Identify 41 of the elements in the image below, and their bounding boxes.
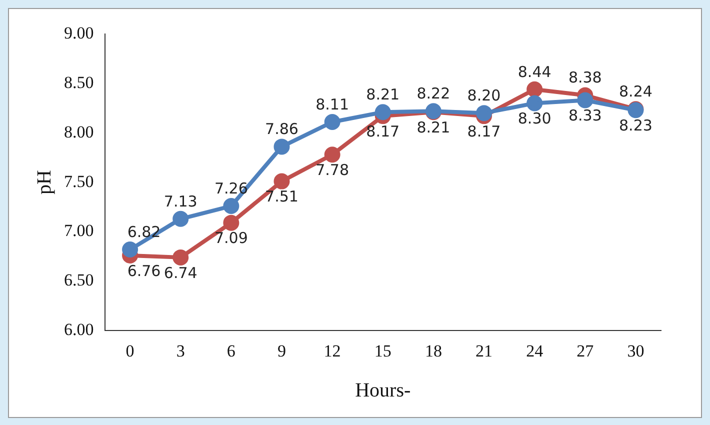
x-axis-title: Hours- <box>355 379 411 402</box>
data-label: 8.11 <box>316 95 350 114</box>
data-label: 8.23 <box>619 116 652 135</box>
data-label: 7.51 <box>265 188 298 206</box>
x-tick-label: 6 <box>226 341 236 360</box>
data-label: 6.82 <box>127 222 161 241</box>
x-tick-label: 15 <box>374 341 392 360</box>
data-label: 8.20 <box>467 86 501 104</box>
data-label: 6.74 <box>164 264 198 282</box>
x-tick-label: 0 <box>126 341 134 360</box>
y-tick-label: 6.50 <box>64 270 94 290</box>
data-label: 8.38 <box>568 68 602 87</box>
y-tick-label: 6.00 <box>64 320 94 340</box>
x-tick-label: 18 <box>424 341 442 360</box>
data-label: 7.78 <box>316 161 350 180</box>
data-label: 8.21 <box>366 85 400 104</box>
data-label: 8.44 <box>518 62 552 81</box>
data-label: 8.30 <box>518 110 552 128</box>
data-label: 8.17 <box>366 122 400 140</box>
y-tick-label: 7.00 <box>64 221 94 240</box>
data-label: 8.22 <box>416 84 450 103</box>
x-tick-label: 9 <box>277 341 286 360</box>
data-label: 8.17 <box>467 122 501 140</box>
y-tick-label: 8.50 <box>64 72 94 92</box>
x-tick-label: 30 <box>627 341 644 360</box>
x-tick-label: 24 <box>526 341 544 360</box>
y-tick-label: 9.00 <box>64 23 94 42</box>
data-label: 8.33 <box>568 106 602 125</box>
data-label: 8.21 <box>416 118 450 136</box>
y-tick-label: 7.50 <box>64 172 94 191</box>
y-tick-label: 8.00 <box>64 122 94 142</box>
x-tick-label: 27 <box>576 341 594 360</box>
data-label: 7.86 <box>265 120 298 138</box>
data-label: 7.13 <box>164 192 198 210</box>
data-label: 8.24 <box>619 82 652 101</box>
data-label: 6.76 <box>127 262 161 280</box>
x-tick-label: 21 <box>476 341 493 360</box>
y-axis-title: pH <box>33 170 56 195</box>
x-tick-label: 3 <box>176 341 185 360</box>
x-tick-label: 12 <box>324 341 341 360</box>
data-label: 7.09 <box>214 229 248 248</box>
